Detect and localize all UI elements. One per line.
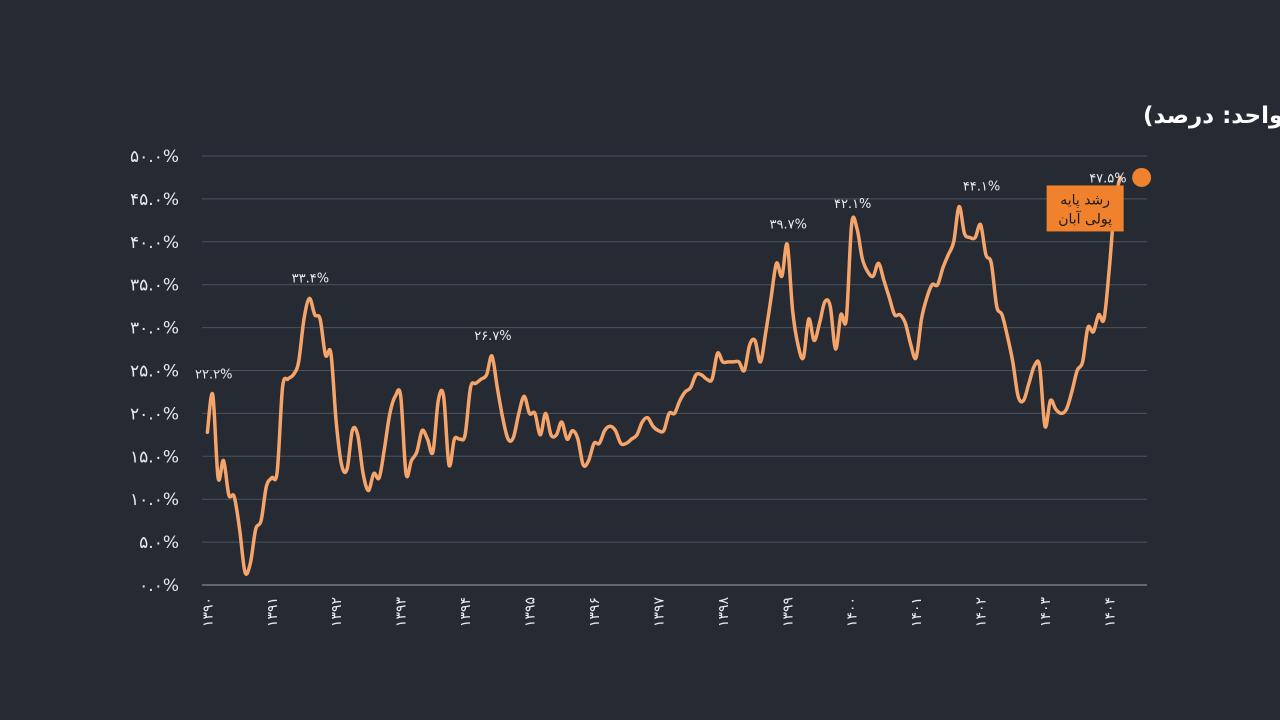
data-labels: ۲۲.۲% ۳۳.۴% ۲۶.۷% ۳۹.۷% ۴۲.۱% ۴۴.۱% ۴۷.۵% — [195, 171, 1127, 382]
y-tick-label: ۴۵.۰% — [130, 190, 179, 210]
series-line-monetary-base-growth — [205, 175, 1122, 576]
data-label: ۴۴.۱% — [963, 180, 1000, 195]
x-tick-label: ۱۳۹۹ — [780, 597, 796, 627]
x-tick-label: ۱۳۹۶ — [587, 597, 603, 627]
x-tick-label: ۱۴۰۱ — [909, 597, 925, 627]
data-label: ۲۶.۷% — [474, 329, 511, 344]
latest-value-callout-text: رشد پایه — [1060, 192, 1110, 208]
x-tick-label: ۱۳۹۸ — [716, 597, 732, 628]
data-label: ۲۲.۲% — [195, 368, 232, 383]
data-label: ۳۹.۷% — [770, 217, 807, 232]
y-tick-label: ۰.۰% — [139, 576, 179, 596]
y-axis-ticks: ۰.۰% ۵.۰% ۱۰.۰% ۱۵.۰% ۲۰.۰% ۲۵.۰% ۳۰.۰% ۳۵.۰% ۴۰… — [130, 147, 179, 596]
x-tick-label: ۱۴۰۳ — [1038, 597, 1054, 628]
chart-title: رشد پایه پولی (واحد: درصد) — [1143, 103, 1280, 129]
x-axis-ticks: ۱۳۹۰ ۱۳۹۱ ۱۳۹۲ ۱۳۹۳ ۱۳۹۴ ۱۳۹۵ ۱۳۹۶ ۱۳۹۷ ۱۳۹۸ ۱۳۹۹… — [200, 597, 1118, 628]
latest-value-callout-text: پولی آبان — [1058, 210, 1112, 227]
data-label: ۳۳.۴% — [292, 271, 329, 286]
y-tick-label: ۴۰.۰% — [130, 233, 179, 253]
y-tick-label: ۵.۰% — [139, 533, 179, 553]
x-tick-label: ۱۳۹۰ — [200, 597, 216, 627]
x-tick-label: ۱۴۰۰ — [845, 597, 861, 627]
latest-value-highlight: رشد پایه پولی آبان — [1046, 167, 1152, 232]
y-tick-label: ۲۰.۰% — [130, 404, 179, 424]
x-tick-label: ۱۳۹۷ — [651, 597, 667, 628]
y-tick-label: ۱۵.۰% — [130, 447, 179, 467]
latest-value-callout-box — [1046, 185, 1124, 232]
x-tick-label: ۱۳۹۱ — [265, 597, 281, 627]
x-tick-label: ۱۳۹۵ — [523, 597, 539, 627]
x-tick-label: ۱۴۰۲ — [974, 597, 990, 627]
y-tick-label: ۵۰.۰% — [130, 147, 179, 167]
x-tick-label: ۱۴۰۴ — [1102, 597, 1118, 627]
x-tick-label: ۱۳۹۳ — [394, 597, 410, 628]
data-label: ۴۲.۱% — [834, 197, 871, 212]
y-tick-label: ۳۵.۰% — [130, 276, 179, 296]
x-tick-label: ۱۳۹۴ — [458, 597, 474, 627]
y-tick-label: ۱۰.۰% — [130, 490, 179, 510]
latest-value-marker — [1132, 167, 1152, 187]
data-label: ۴۷.۵% — [1089, 171, 1126, 186]
y-tick-label: ۳۰.۰% — [130, 319, 179, 339]
x-tick-label: ۱۳۹۲ — [329, 597, 345, 627]
gridlines — [202, 155, 1147, 543]
y-tick-label: ۲۵.۰% — [130, 362, 179, 382]
